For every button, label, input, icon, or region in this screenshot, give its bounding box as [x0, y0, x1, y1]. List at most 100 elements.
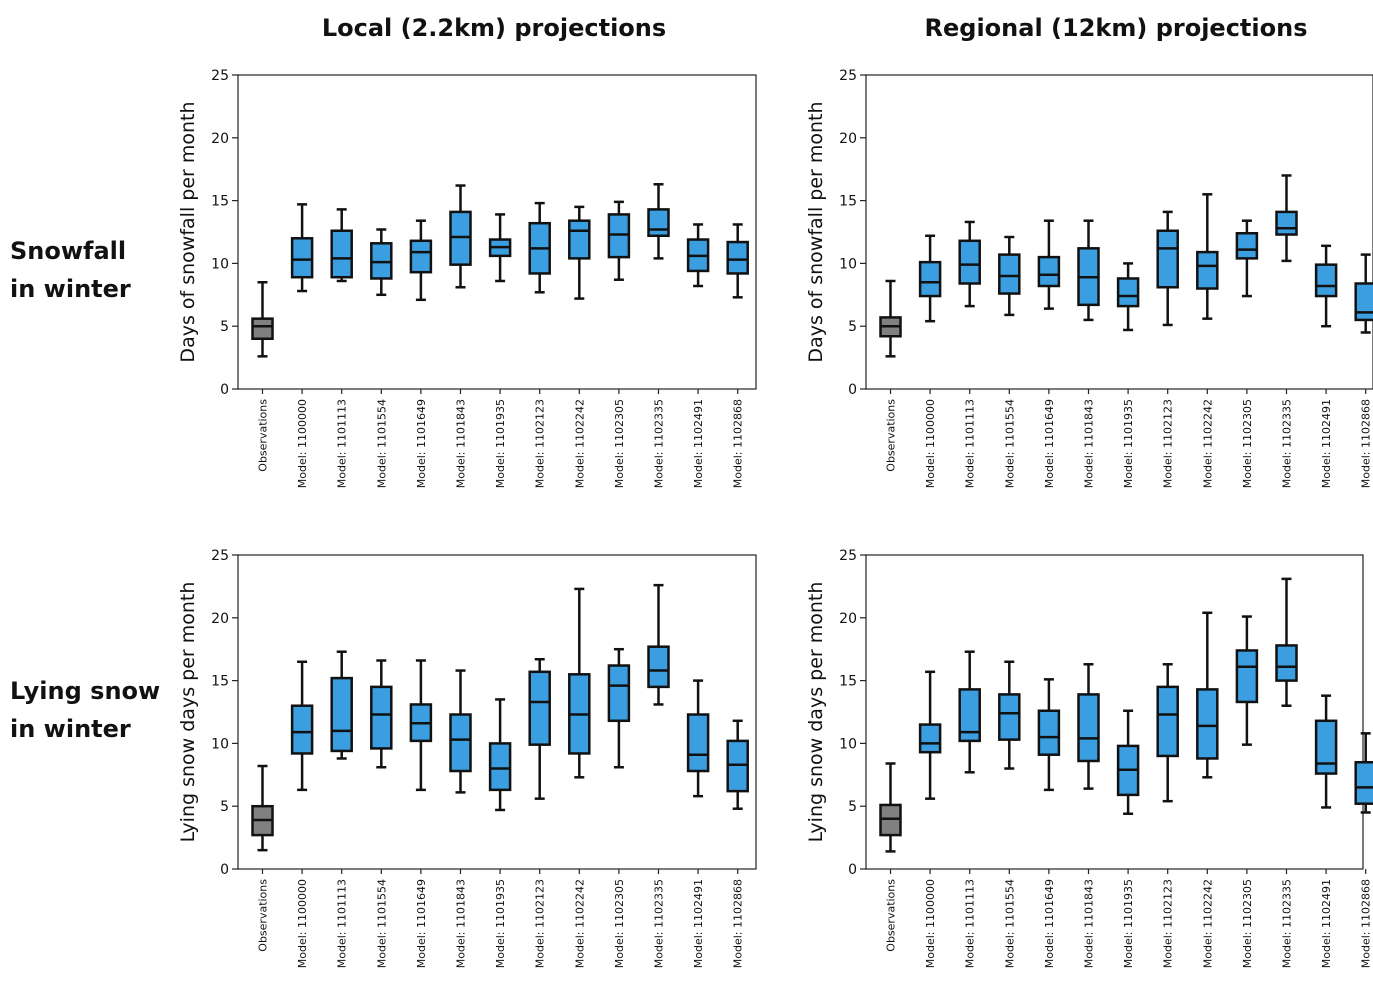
- box-model: [1235, 615, 1259, 746]
- x-tick-label: Model: 1100000: [296, 879, 309, 968]
- x-tick-label: Model: 1101649: [415, 879, 428, 968]
- box-iqr: [290, 237, 314, 279]
- y-tick-label: 20: [839, 131, 857, 147]
- row-label-lying-snow-line1: Lying snow: [10, 677, 161, 705]
- box-model: [958, 220, 981, 308]
- x-tick-label: Model: 1102123: [1162, 879, 1175, 968]
- x-tick-label: Model: 1101935: [1122, 879, 1135, 968]
- box-model: [409, 219, 433, 302]
- box-iqr: [251, 317, 274, 341]
- box-iqr: [528, 670, 551, 746]
- box-model: [726, 223, 749, 299]
- x-tick-label: Model: 1101935: [494, 399, 507, 488]
- x-tick-label: Model: 1101843: [455, 879, 468, 968]
- row-label-snowfall-line1: Snowfall: [10, 237, 127, 265]
- box-iqr: [1354, 760, 1373, 805]
- box-iqr: [958, 239, 981, 285]
- x-tick-label: Model: 1100000: [924, 399, 937, 488]
- plot-frame: [237, 74, 757, 390]
- box-model: [1116, 262, 1140, 332]
- box-iqr: [1037, 709, 1061, 756]
- box-model: [568, 205, 591, 300]
- column-title-local: Local (2.2km) projections: [321, 14, 667, 42]
- box-model: [1077, 219, 1100, 322]
- box-model: [449, 184, 472, 289]
- box-model: [488, 698, 512, 812]
- box-observations: [879, 279, 902, 358]
- plot-frame: [865, 554, 1364, 870]
- row-label-snowfall-line2: in winter: [10, 275, 131, 303]
- x-tick-label: Model: 1101843: [1083, 879, 1096, 968]
- chart-lying-snow-local: 0 5 10 15 20 25 Lying snow days per month Obser…: [177, 548, 757, 968]
- x-tick-label: Model: 1102335: [653, 399, 666, 488]
- box-iqr: [1354, 282, 1373, 322]
- x-tick-label: Model: 1100000: [296, 399, 309, 488]
- box-iqr: [879, 803, 902, 837]
- y-tick-label: 20: [211, 611, 229, 627]
- y-tick-label: 20: [211, 131, 229, 147]
- box-model: [330, 208, 353, 283]
- box-iqr: [607, 213, 631, 259]
- x-tick-label: Model: 1102123: [1162, 399, 1175, 488]
- y-tick-label: 5: [848, 319, 857, 335]
- y-tick-label: 5: [220, 319, 229, 335]
- x-tick-label: Model: 1102335: [653, 879, 666, 968]
- box-iqr: [918, 260, 942, 298]
- y-tick-label: 0: [848, 862, 857, 878]
- x-tick-label: Model: 1101649: [1043, 399, 1056, 488]
- x-tick-label: Model: 1102335: [1281, 399, 1294, 488]
- x-tick-label: Model: 1102868: [1360, 879, 1373, 968]
- plot-frame: [865, 74, 1373, 390]
- x-tick-label: Model: 1101649: [1043, 879, 1056, 968]
- box-model: [1235, 219, 1259, 298]
- x-tick-label: Model: 1102335: [1281, 879, 1294, 968]
- box-model: [1314, 694, 1338, 809]
- box-model: [1354, 732, 1373, 814]
- x-tick-label: Model: 1102123: [534, 879, 547, 968]
- x-tick-label: Model: 1102305: [613, 879, 626, 968]
- y-tick-label: 0: [848, 382, 857, 398]
- y-axis-label: Lying snow days per month: [805, 582, 827, 843]
- box-iqr: [1196, 688, 1219, 760]
- box-model: [918, 234, 942, 323]
- x-tick-label: Observations: [885, 879, 898, 952]
- box-model: [1037, 219, 1061, 310]
- box-model: [568, 587, 591, 779]
- box-iqr: [449, 210, 472, 266]
- x-tick-label: Model: 1101113: [964, 879, 977, 968]
- x-tick-label: Model: 1101843: [1083, 399, 1096, 488]
- box-model: [290, 660, 314, 792]
- x-tick-label: Model: 1101554: [375, 879, 388, 968]
- box-model: [998, 660, 1021, 770]
- chart-snowfall-local: 0 5 10 15 20 25 Days of snowfall per month Obse…: [177, 68, 757, 488]
- box-iqr: [290, 704, 314, 755]
- y-tick-label: 5: [848, 799, 857, 815]
- y-tick-label: 10: [211, 256, 229, 272]
- x-tick-label: Observations: [257, 399, 270, 472]
- y-tick-label: 25: [839, 68, 857, 84]
- box-model: [607, 200, 631, 281]
- box-iqr: [1275, 210, 1298, 236]
- box-iqr: [488, 742, 512, 792]
- box-iqr: [1314, 263, 1338, 298]
- x-tick-label: Model: 1102491: [692, 399, 705, 488]
- y-tick-label: 15: [839, 674, 857, 690]
- box-iqr: [686, 713, 710, 773]
- row-label-lying-snow-line2: in winter: [10, 715, 131, 743]
- y-tick-label: 15: [211, 194, 229, 210]
- x-tick-label: Model: 1102491: [1320, 399, 1333, 488]
- box-model: [1275, 577, 1298, 707]
- box-iqr: [409, 239, 433, 274]
- box-observations: [879, 762, 902, 853]
- y-tick-label: 10: [211, 736, 229, 752]
- plot-frame: [237, 554, 757, 870]
- box-model: [488, 213, 512, 283]
- y-axis-label: Lying snow days per month: [177, 582, 199, 843]
- box-model: [290, 203, 314, 293]
- box-model: [647, 183, 670, 260]
- x-tick-label: Observations: [885, 399, 898, 472]
- y-tick-label: 25: [211, 548, 229, 564]
- box-model: [409, 659, 433, 792]
- box-model: [998, 235, 1021, 317]
- x-tick-label: Model: 1101554: [1003, 399, 1016, 488]
